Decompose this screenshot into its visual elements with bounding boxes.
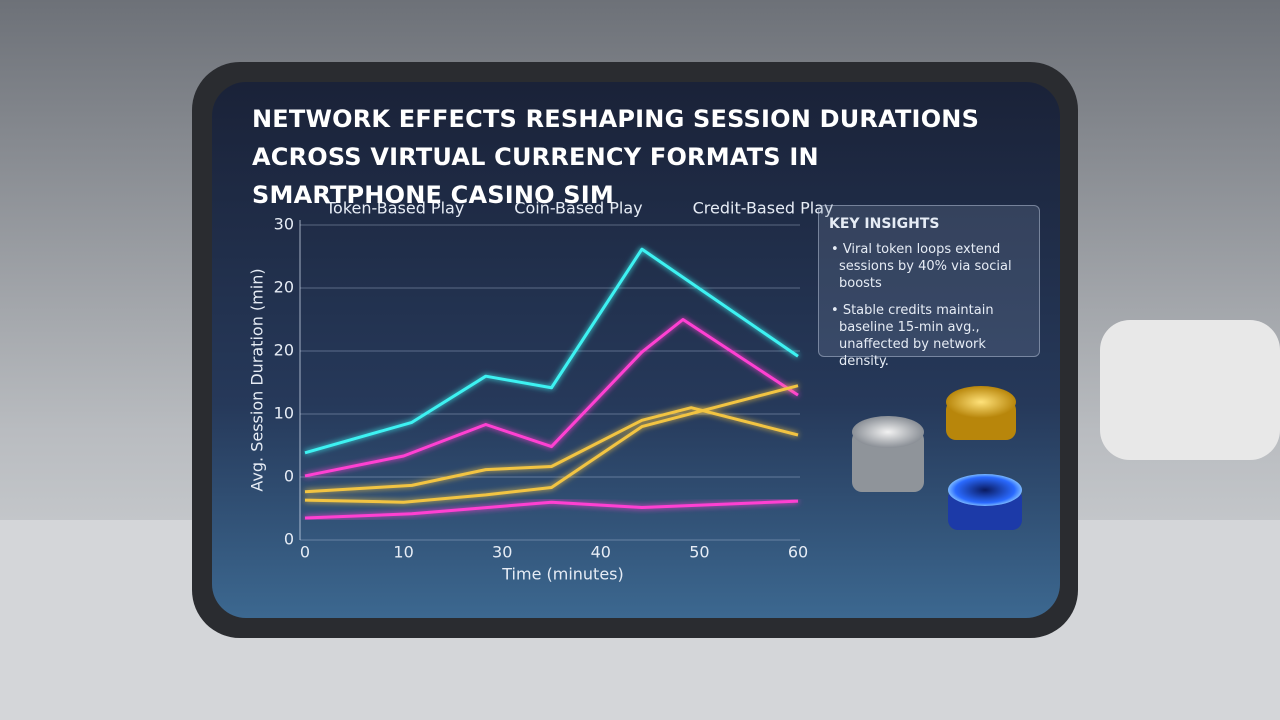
chart-title: NETWORK EFFECTS RESHAPING SESSION DURATI… [252,105,980,209]
series-line [304,406,799,494]
y-tick-label: 0 [284,467,294,486]
x-tick-label: 10 [393,543,413,562]
x-tick-label: 40 [591,543,611,562]
x-axis-label: Time (minutes) [501,565,624,584]
series-line [304,384,799,504]
y-axis-label: Avg. Session Duration (min) [248,268,267,491]
x-tick-label: 50 [689,543,709,562]
insights-panel: KEY INSIGHTS • Viral token loops extend … [818,205,1040,369]
legend-label: Token-Based Play [325,199,464,218]
y-tick-label: 10 [274,404,294,423]
insight-item: • Viral token loops extend sessions by 4… [831,242,1012,291]
series-line [304,247,799,455]
legend-label: Coin-Based Play [514,199,642,218]
series-line [304,318,799,478]
series-line [304,499,799,520]
insight-text: Stable credits maintain baseline 15-min … [839,303,994,369]
insights-title: KEY INSIGHTS [829,216,940,232]
x-tick-label: 60 [788,543,808,562]
y-tick-label: 20 [274,278,294,297]
x-tick-label: 0 [300,543,310,562]
coin-stacks [852,386,1022,530]
insight-item: • Stable credits maintain baseline 15-mi… [831,303,994,369]
x-tick-label: 30 [492,543,512,562]
cup [1100,320,1280,460]
insight-text: Viral token loops extend sessions by 40%… [839,242,1012,291]
y-tick-label: 20 [274,341,294,360]
legend-label: Credit-Based Play [693,199,834,218]
y-tick-label: 0 [284,530,294,549]
y-tick-label: 30 [274,215,294,234]
